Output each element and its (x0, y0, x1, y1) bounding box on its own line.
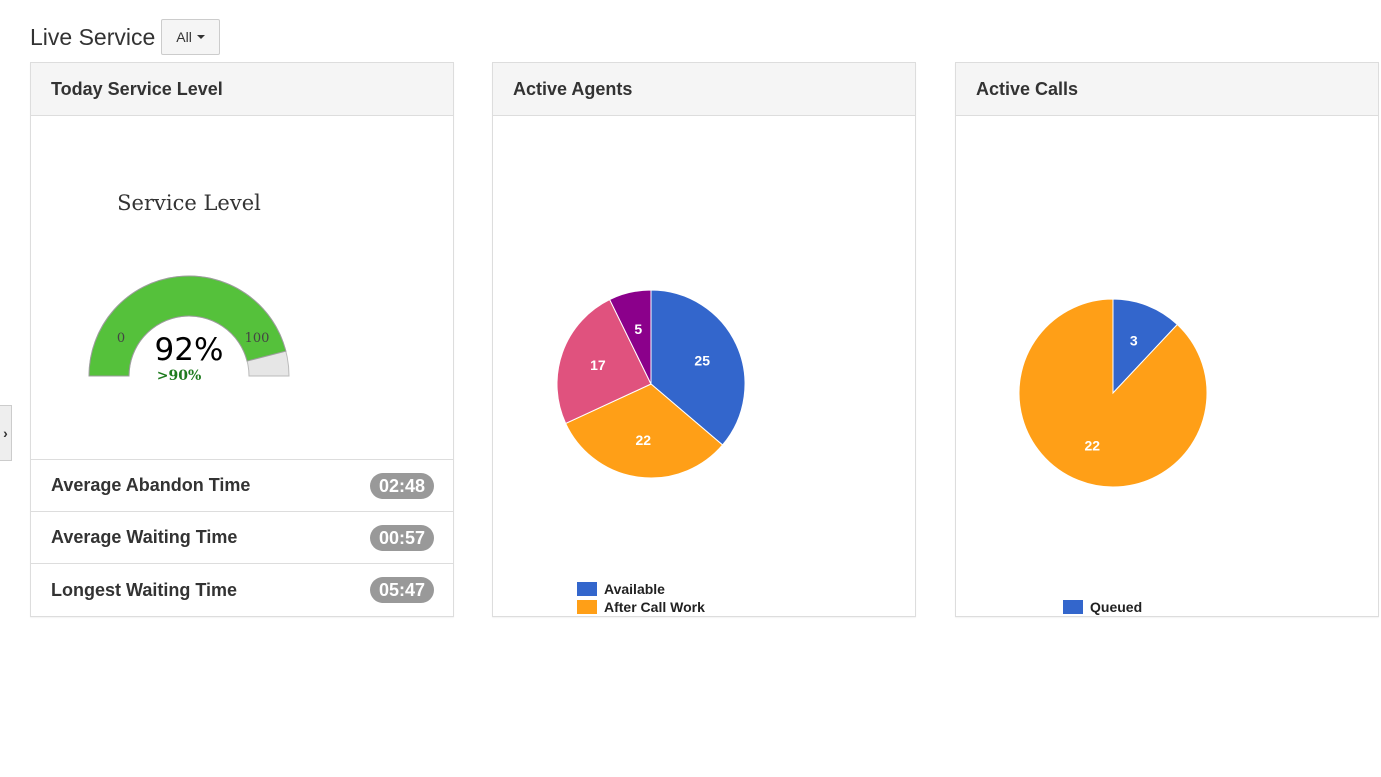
stat-badge: 05:47 (369, 577, 434, 603)
caret-down-icon (196, 35, 205, 39)
pie-slice-busy[interactable] (556, 298, 652, 425)
gauge-value: 92% (155, 332, 224, 368)
gauge-target: >90% (157, 368, 202, 384)
active-calls-panel: Active Calls 322QueuedIn Progress (955, 62, 1379, 617)
pie-slice-queued[interactable] (1112, 298, 1179, 395)
pie-slice-available[interactable] (650, 289, 746, 446)
stat-label: Average Waiting Time (51, 527, 238, 547)
stat-label: Longest Waiting Time (51, 579, 238, 600)
gauge-max-label: 100 (245, 331, 270, 346)
gauge-title: Service Level (117, 191, 261, 215)
stat-row-average-waiting-time: Average Waiting Time 00:57 (31, 512, 453, 564)
filter-label: All (176, 29, 192, 45)
active-agents-panel: Active Agents 25 22 17 5 Available After Call… (492, 62, 916, 617)
stat-row-average-abandon-time: Average Abandon Time 02:48 (31, 460, 453, 512)
slice-value-label: 3 (1130, 333, 1138, 349)
legend-label: Queued (1090, 599, 1142, 615)
legend-swatch (577, 600, 597, 614)
chevron-right-icon: › (3, 425, 8, 441)
filter-dropdown-button[interactable]: All (161, 19, 220, 55)
service-level-panel: Today Service Level Service Level 0 100 … (30, 62, 454, 617)
legend-swatch (1063, 600, 1083, 614)
page-title: Live Service (30, 23, 156, 50)
panel-heading: Active Calls (956, 63, 1378, 116)
panel-heading: Today Service Level (31, 63, 453, 116)
sidebar-toggle[interactable]: › (0, 405, 12, 461)
page-header: Live Service All (30, 18, 220, 56)
slice-value-label: 22 (1084, 437, 1100, 453)
gauge-fill (88, 275, 287, 377)
slice-value-label: 22 (636, 432, 652, 448)
legend-label: Available (604, 581, 665, 597)
slice-value-label: 25 (694, 352, 710, 368)
pie-slice-away[interactable] (608, 289, 652, 385)
slice-value-label: 5 (634, 321, 642, 337)
legend-swatch (577, 582, 597, 596)
service-level-gauge: Service Level 0 100 92% >90% (88, 191, 290, 384)
slice-value-label: 17 (590, 357, 606, 373)
stat-badge: 00:57 (369, 524, 434, 551)
legend-label: After Call Work (604, 599, 705, 615)
pie-slice-in-progress[interactable] (1018, 298, 1208, 488)
gauge-min-label: 0 (117, 331, 125, 346)
gauge-area: Service Level 0 100 92% >90% (31, 116, 453, 460)
active-calls-pie-chart: 322QueuedIn Progress (1018, 298, 1208, 615)
panel-heading: Active Agents (493, 63, 915, 116)
pie-slice-after-call-work[interactable] (564, 383, 724, 479)
stat-badge: 02:48 (369, 472, 434, 499)
stat-row-longest-waiting-time: Longest Waiting Time 05:47 (31, 564, 453, 616)
stat-label: Average Abandon Time (51, 475, 251, 495)
